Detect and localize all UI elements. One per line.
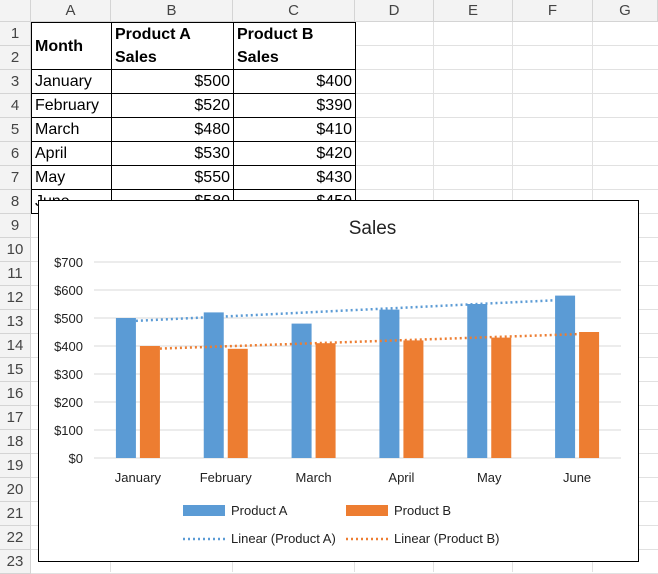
bar-product-a (379, 309, 400, 458)
row-header-17[interactable]: 17 (0, 406, 31, 430)
column-header-C[interactable]: C (233, 0, 355, 22)
row-header-9[interactable]: 9 (0, 214, 31, 238)
select-all-corner[interactable] (0, 0, 31, 22)
table-cell[interactable]: $520 (111, 93, 234, 118)
table-row: February $520 $390 (31, 93, 356, 118)
column-header-E[interactable]: E (434, 0, 513, 22)
legend-swatch-product-a (183, 505, 225, 516)
row-header-19[interactable]: 19 (0, 454, 31, 478)
bar-product-b (491, 337, 512, 458)
bar-product-a (291, 323, 312, 458)
table-cell[interactable]: $530 (111, 141, 234, 166)
column-header-A[interactable]: A (31, 0, 111, 22)
y-tick-label: $700 (54, 255, 83, 270)
trendline-product-a (125, 298, 566, 323)
bar-product-a (115, 318, 136, 458)
row-header-1[interactable]: 1 (0, 22, 31, 46)
y-tick-label: $400 (54, 339, 83, 354)
x-tick-label: March (296, 470, 332, 485)
y-tick-label: $300 (54, 367, 83, 382)
bar-product-a (467, 304, 488, 458)
bar-product-a (555, 295, 576, 458)
table-cell[interactable]: February (31, 93, 112, 118)
legend-swatch-product-b (346, 505, 388, 516)
x-tick-label: January (115, 470, 162, 485)
bar-product-b (403, 340, 424, 458)
bar-product-b (227, 348, 248, 458)
x-tick-label: May (477, 470, 502, 485)
row-header-5[interactable]: 5 (0, 118, 31, 142)
chart-title: Sales (349, 218, 397, 239)
row-header-6[interactable]: 6 (0, 142, 31, 166)
table-row: May $550 $430 (31, 165, 356, 190)
table-row: January $500 $400 (31, 69, 356, 94)
table-cell[interactable]: $420 (233, 141, 356, 166)
row-header-10[interactable]: 10 (0, 238, 31, 262)
table-row: April $530 $420 (31, 141, 356, 166)
x-tick-label: April (388, 470, 414, 485)
row-header-14[interactable]: 14 (0, 334, 31, 358)
row-header-7[interactable]: 7 (0, 166, 31, 190)
column-header-B[interactable]: B (111, 0, 233, 22)
table-cell[interactable]: $390 (233, 93, 356, 118)
table-cell[interactable]: $410 (233, 117, 356, 142)
y-tick-label: $0 (69, 451, 83, 466)
table-header-cell[interactable]: Month (31, 22, 112, 70)
row-header-4[interactable]: 4 (0, 94, 31, 118)
table-cell[interactable]: $480 (111, 117, 234, 142)
row-header-21[interactable]: 21 (0, 502, 31, 526)
table-cell[interactable]: $430 (233, 165, 356, 190)
column-header-F[interactable]: F (513, 0, 593, 22)
table-row: March $480 $410 (31, 117, 356, 142)
row-header-13[interactable]: 13 (0, 310, 31, 334)
row-header-18[interactable]: 18 (0, 430, 31, 454)
legend-label: Product A (231, 503, 288, 518)
row-header-11[interactable]: 11 (0, 262, 31, 286)
y-tick-label: $600 (54, 283, 83, 298)
bar-product-b (579, 332, 600, 458)
table-header-row: Month Product A Sales Product B Sales (31, 22, 356, 70)
legend-label: Linear (Product A) (231, 531, 336, 546)
y-tick-label: $500 (54, 311, 83, 326)
table-header-cell[interactable]: Product A Sales (111, 22, 234, 70)
row-header-2[interactable]: 2 (0, 46, 31, 70)
row-header-22[interactable]: 22 (0, 526, 31, 550)
row-header-3[interactable]: 3 (0, 70, 31, 94)
column-header-D[interactable]: D (355, 0, 434, 22)
row-header-20[interactable]: 20 (0, 478, 31, 502)
row-header-23[interactable]: 23 (0, 550, 31, 574)
row-header-15[interactable]: 15 (0, 358, 31, 382)
sales-data-table: Month Product A Sales Product B Sales Janua… (31, 22, 356, 214)
row-header-8[interactable]: 8 (0, 190, 31, 214)
x-tick-label: June (563, 470, 591, 485)
table-cell[interactable]: $550 (111, 165, 234, 190)
trendline-product-b (149, 332, 590, 351)
table-cell[interactable]: $400 (233, 69, 356, 94)
y-tick-label: $200 (54, 395, 83, 410)
table-cell[interactable]: March (31, 117, 112, 142)
table-cell[interactable]: $500 (111, 69, 234, 94)
table-cell[interactable]: January (31, 69, 112, 94)
table-cell[interactable]: April (31, 141, 112, 166)
row-header-12[interactable]: 12 (0, 286, 31, 310)
row-header-16[interactable]: 16 (0, 382, 31, 406)
bar-product-a (203, 312, 224, 458)
bar-product-b (315, 343, 336, 458)
x-tick-label: February (200, 470, 253, 485)
legend-label: Linear (Product B) (394, 531, 500, 546)
sales-chart[interactable]: Sales $0 $100 $200 $300 $400 $500 $600 $700 Janua… (38, 200, 639, 562)
table-cell[interactable]: May (31, 165, 112, 190)
y-tick-label: $100 (54, 423, 83, 438)
table-header-cell[interactable]: Product B Sales (233, 22, 356, 70)
bar-product-b (139, 346, 160, 458)
column-header-G[interactable]: G (593, 0, 658, 22)
chart-canvas: Sales $0 $100 $200 $300 $400 $500 $600 $700 Janua… (54, 218, 621, 546)
legend-label: Product B (394, 503, 451, 518)
